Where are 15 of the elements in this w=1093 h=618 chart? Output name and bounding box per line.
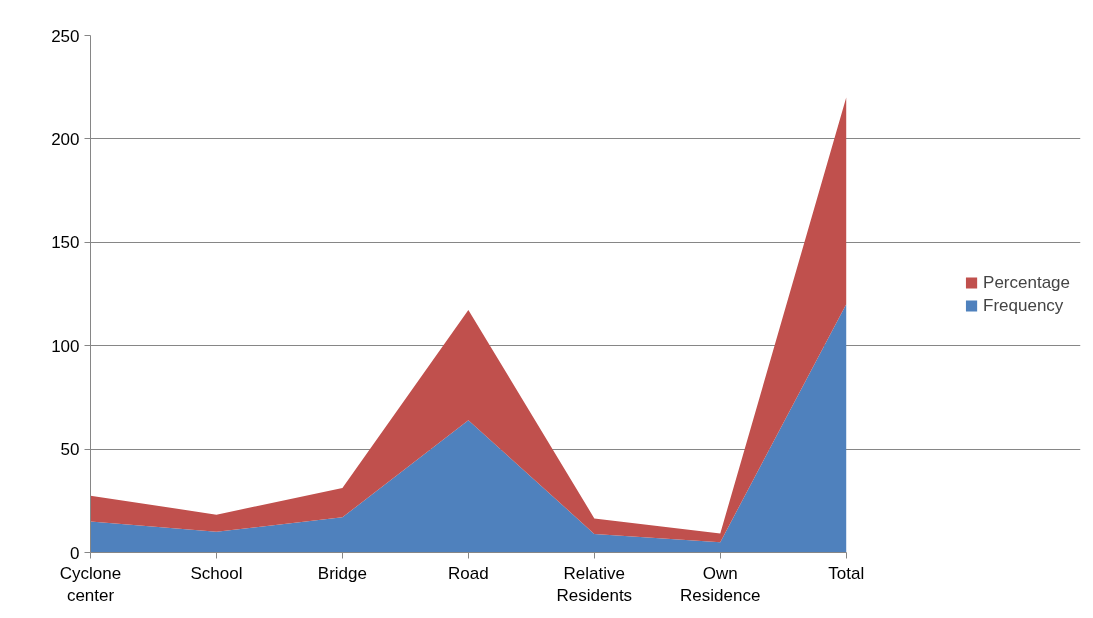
y-tick-label: 0 <box>70 543 80 563</box>
x-tick-label: Relative Residents <box>556 563 633 606</box>
x-tick-label: Own Residence <box>680 563 761 606</box>
x-tick-label: Bridge <box>317 563 367 583</box>
x-tick-label: Road <box>448 563 489 583</box>
y-tick-label: 200 <box>51 129 80 149</box>
x-tick-label: Cyclone center <box>59 563 122 606</box>
x-tick-label: Total <box>828 563 865 583</box>
legend-label: Frequency <box>983 295 1064 315</box>
y-tick-label: 250 <box>51 26 80 46</box>
legend-label: Percentage <box>983 272 1070 292</box>
x-tick-label: School <box>190 563 243 583</box>
y-tick-label: 150 <box>51 233 80 253</box>
y-tick-label: 100 <box>51 336 80 356</box>
y-tick-label: 50 <box>60 440 80 460</box>
